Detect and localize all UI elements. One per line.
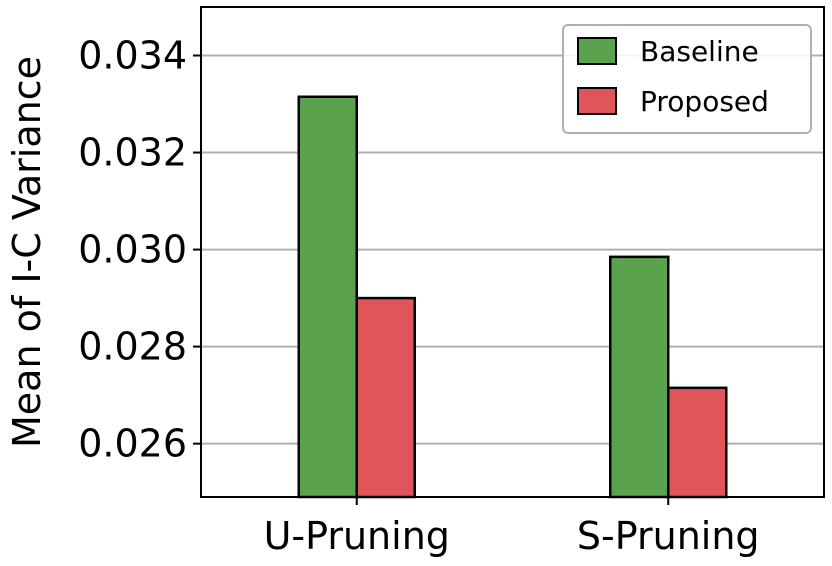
plot-area-frame <box>200 6 825 498</box>
legend-frame <box>562 24 812 134</box>
y-tick-label: 0.028 <box>78 325 187 369</box>
x-axis: U-Pruning S-Pruning <box>264 497 760 558</box>
bar-baseline-s-pruning <box>609 255 670 499</box>
legend: Baseline Proposed <box>562 24 812 134</box>
y-axis: 0.026 0.028 0.030 0.032 0.034 <box>78 34 201 466</box>
legend-label-proposed: Proposed <box>640 85 769 118</box>
y-tick-label: 0.030 <box>78 228 187 272</box>
bars <box>297 95 728 499</box>
y-tick-label: 0.034 <box>78 34 187 78</box>
y-tick-label: 0.026 <box>78 422 187 466</box>
bar-proposed-u-pruning <box>355 296 416 499</box>
legend-label-baseline: Baseline <box>640 35 759 68</box>
x-tick-label: U-Pruning <box>264 514 450 558</box>
y-axis-title: Mean of I-C Variance <box>5 56 49 448</box>
y-tick-label: 0.032 <box>78 131 187 175</box>
bar-baseline-u-pruning <box>297 95 358 499</box>
legend-swatch-proposed <box>577 87 617 115</box>
x-tick-label: S-Pruning <box>577 514 760 558</box>
legend-swatch-baseline <box>577 37 617 65</box>
bar-proposed-s-pruning <box>667 386 728 499</box>
